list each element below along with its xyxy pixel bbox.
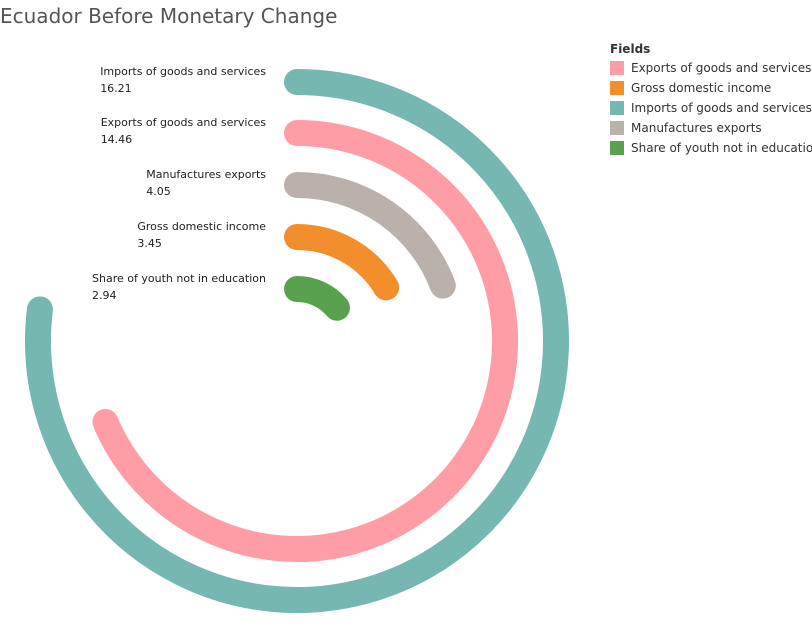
ring-bar[interactable] — [284, 276, 350, 321]
ring-label-name: Gross domestic income — [137, 220, 266, 233]
ring-bar[interactable] — [284, 224, 400, 301]
legend-item[interactable]: Imports of goods and services — [610, 98, 812, 118]
radial-bar-chart: Imports of goods and services 16.21 Export… — [25, 65, 569, 613]
ring-label-name: Share of youth not in education — [92, 272, 266, 285]
ring-label-name: Manufactures exports — [146, 168, 266, 181]
ring-label-value: 16.21 — [100, 82, 132, 95]
legend-swatch — [610, 121, 624, 135]
legend-title: Fields — [610, 42, 651, 56]
ring-label-name: Exports of goods and services — [101, 116, 267, 129]
legend-item[interactable]: Share of youth not in education — [610, 138, 812, 158]
legend-item[interactable]: Exports of goods and services — [610, 58, 812, 78]
ring-label-value: 14.46 — [101, 133, 133, 146]
ring-label-value: 2.94 — [92, 289, 117, 302]
legend-label: Manufactures exports — [631, 121, 762, 135]
legend-item[interactable]: Gross domestic income — [610, 78, 812, 98]
chart-title: Ecuador Before Monetary Change — [0, 4, 338, 28]
legend-label: Gross domestic income — [631, 81, 772, 95]
legend-label: Imports of goods and services — [631, 101, 812, 115]
legend-label: Exports of goods and services — [631, 61, 812, 75]
legend-swatch — [610, 81, 624, 95]
legend-swatch — [610, 101, 624, 115]
legend-swatch — [610, 141, 624, 155]
legend-swatch — [610, 61, 624, 75]
ring-bar[interactable] — [92, 120, 518, 562]
legend-item[interactable]: Manufactures exports — [610, 118, 812, 138]
legend: Fields Exports of goods and services Gro… — [610, 41, 812, 158]
ring-label-name: Imports of goods and services — [100, 65, 266, 78]
ring-label-value: 4.05 — [146, 185, 171, 198]
ring-bar[interactable] — [25, 69, 569, 613]
ring-label-value: 3.45 — [137, 237, 162, 250]
legend-label: Share of youth not in education — [631, 141, 812, 155]
ring-bar[interactable] — [284, 172, 456, 299]
